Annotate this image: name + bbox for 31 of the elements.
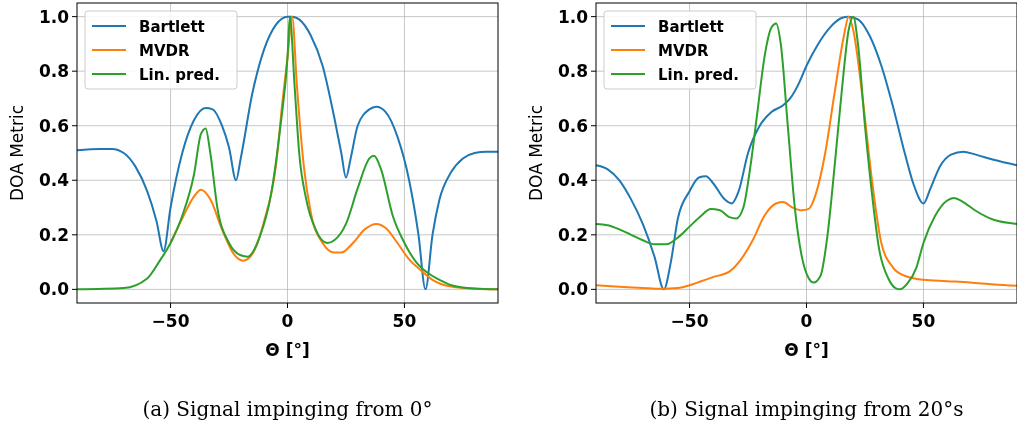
x-tick-label: −50 (151, 311, 190, 331)
y-tick-label: 0.4 (38, 170, 70, 191)
y-tick-label: 0.0 (557, 279, 589, 300)
text: (a) Signal impinging from 0° (142, 397, 433, 421)
x-tick-label: 50 (911, 311, 936, 331)
x-tick-label: 0 (281, 311, 294, 331)
x-axis-title: Θ [°] (265, 340, 310, 360)
line-series (76, 15, 499, 291)
legend-label: Lin. pred. (658, 66, 740, 84)
x-tick-label: 0 (800, 311, 813, 331)
y-tick-label: 0.6 (38, 115, 69, 136)
y-tick-label: 0.8 (557, 61, 588, 82)
y-tick-label: 0.2 (38, 224, 69, 245)
y-tick-label: 0.0 (38, 279, 70, 300)
y-tick-label: 0.6 (557, 115, 588, 136)
y-tick-label: 0.2 (557, 224, 588, 245)
y-tick-label: 0.8 (38, 61, 69, 82)
y-axis-title: DOA Metric (526, 104, 546, 202)
legend-label: Lin. pred. (139, 66, 221, 84)
text: (b) Signal impinging from 20°s (649, 397, 964, 421)
y-tick-label: 1.0 (557, 6, 589, 27)
x-tick-label: −50 (670, 311, 709, 331)
y-axis-title: DOA Metric (7, 104, 27, 202)
legend-label: MVDR (658, 42, 709, 60)
legend-label: MVDR (139, 42, 190, 60)
x-axis-title: Θ [°] (784, 340, 829, 360)
legend-label: Bartlett (139, 18, 205, 36)
legend-label: Bartlett (658, 18, 724, 36)
x-tick-label: 50 (392, 311, 417, 331)
y-tick-label: 0.4 (557, 170, 589, 191)
y-tick-label: 1.0 (38, 6, 70, 27)
